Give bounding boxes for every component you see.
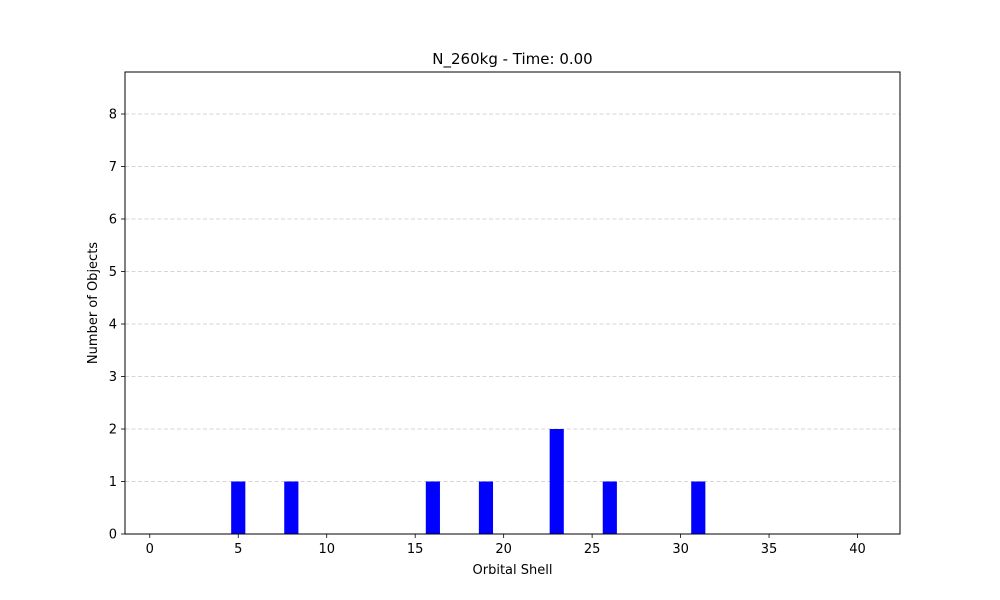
y-tick-label: 5 xyxy=(109,265,117,280)
y-axis-label: Number of Objects xyxy=(86,242,101,364)
x-tick-label: 20 xyxy=(495,542,512,557)
x-tick-label: 15 xyxy=(407,542,424,557)
y-ticks: 0 1 2 3 4 5 6 7 8 xyxy=(109,108,125,543)
bar xyxy=(602,481,617,534)
y-grid xyxy=(125,113,900,535)
plot-frame xyxy=(124,71,901,535)
y-tick-label: 2 xyxy=(109,423,117,438)
bar xyxy=(691,481,706,534)
x-tick-label: 30 xyxy=(672,542,689,557)
x-tick-label: 5 xyxy=(234,542,242,557)
y-tick-label: 7 xyxy=(109,160,117,175)
x-tick-label: 35 xyxy=(761,542,778,557)
y-tick-label: 8 xyxy=(109,108,117,123)
bar xyxy=(284,481,299,534)
x-tick-label: 10 xyxy=(318,542,335,557)
x-axis-label: Orbital Shell xyxy=(473,563,553,578)
y-tick-label: 0 xyxy=(109,528,117,543)
x-tick-label: 40 xyxy=(849,542,866,557)
chart-title: N_260kg - Time: 0.00 xyxy=(432,50,592,69)
y-tick-label: 1 xyxy=(109,475,117,490)
bar xyxy=(549,429,564,534)
bar xyxy=(231,481,246,534)
x-ticks: 0 5 10 15 20 25 30 35 40 xyxy=(146,534,866,557)
bar xyxy=(478,481,494,534)
bar xyxy=(425,481,440,534)
bars xyxy=(231,429,706,534)
x-tick-label: 25 xyxy=(584,542,601,557)
x-tick-label: 0 xyxy=(146,542,154,557)
y-tick-label: 3 xyxy=(109,370,117,385)
y-tick-label: 6 xyxy=(109,213,117,228)
y-tick-label: 4 xyxy=(109,318,117,333)
